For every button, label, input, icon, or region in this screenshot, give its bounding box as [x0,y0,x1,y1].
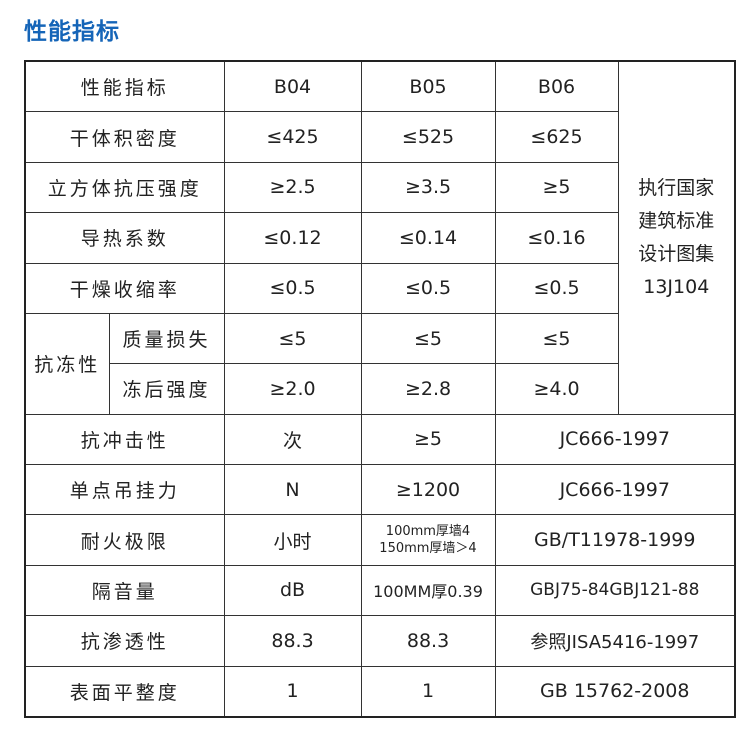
note-line: 设计图集 [638,242,715,265]
cell: 88.3 [223,615,362,667]
cell: 88.3 [360,615,496,667]
row: 干体积密度 ≤425 ≤525 ≤625 [24,111,735,163]
row: 隔音量 dB 100MM厚0.39 GBJ75-84GBJ121-88 [24,564,736,617]
cell: 抗冻性 [24,312,110,415]
cell: ≤0.5 [360,262,496,314]
cell: 干燥收缩率 [24,262,225,314]
cell: ≤425 [223,111,362,163]
cell: ≥1200 [360,463,496,516]
row: 冻后强度 ≥2.0 ≥2.8 ≥4.0 [25,363,735,415]
row: 抗渗透性 88.3 88.3 参照JISA5416-1997 [24,615,736,667]
row: 干燥收缩率 ≤0.5 ≤0.5 ≤0.5 [24,262,735,314]
cell: 立方体抗压强度 [24,161,225,214]
cell: ≤0.14 [360,212,496,264]
cell: B06 [494,60,619,113]
row: 导热系数 ≤0.12 ≤0.14 ≤0.16 [24,212,735,264]
note-line: 建筑标准 [638,209,715,232]
cell: 参照JISA5416-1997 [494,615,736,667]
cell: ≤0.12 [223,212,362,264]
cell: 耐火极限 [24,514,225,566]
cell: 导热系数 [24,212,225,264]
cell: 1 [223,665,362,718]
cell: JC666-1997 [494,413,736,466]
cell: 抗冲击性 [24,413,225,466]
cell: 质量损失 [108,312,225,365]
cell: GB/T11978-1999 [494,514,736,566]
note-line: 13J104 [643,275,710,298]
cell: 100MM厚0.39 [360,564,496,617]
cell: ≥2.0 [223,363,362,415]
row: 性能指标 B04 B05 B06 执行国家 建筑标准 设计图集 13J104 [24,60,736,415]
cell: JC666-1997 [494,463,736,516]
cell: N [223,463,362,516]
cell: ≥2.8 [360,363,496,415]
cell: ≤5 [360,312,496,365]
cell: ≤0.5 [223,262,362,314]
cell: 隔音量 [24,564,225,617]
spec-table: 性能指标 B04 B05 B06 执行国家 建筑标准 设计图集 13J104 干… [24,60,737,718]
cell: ≤625 [494,111,619,163]
cell: 冻后强度 [108,363,225,415]
cell: ≥2.5 [223,161,362,214]
cell: ≤0.16 [494,212,619,264]
cell: 抗渗透性 [24,615,225,667]
cell: 1 [360,665,496,718]
cell: dB [223,564,362,617]
cell: ≤5 [494,312,619,365]
cell: ≥5 [494,161,619,214]
cell: 次 [223,413,362,466]
cell-line: 100mm厚墙4 [385,524,471,540]
row: 单点吊挂力 N ≥1200 JC666-1997 [24,463,736,516]
cell: 干体积密度 [24,111,225,163]
row: 抗冲击性次 ≥5 JC666-1997 [24,413,736,466]
cell: GBJ75-84GBJ121-88 [494,564,736,617]
cell: ≥5 [360,413,496,466]
row: 抗冻性 质量损失 ≤5 ≤5 ≤5 [24,312,735,415]
cell: ≥4.0 [494,363,619,415]
row: 表面平整度 1 1 GB 15762-2008 [24,665,736,718]
cell: B05 [360,60,496,113]
cell: 单点吊挂力 [24,463,225,516]
note-line: 执行国家 [638,176,715,199]
cell: 表面平整度 [24,665,225,718]
note-cell: 执行国家 建筑标准 设计图集 13J104 [617,60,736,415]
cell: ≥3.5 [360,161,496,214]
row: 耐火极限 小时 100mm厚墙4 150mm厚墙＞4 GB/T11978-1999 [24,514,736,566]
title: 性能指标 [24,19,120,45]
cell: ≤0.5 [494,262,619,314]
cell: ≤5 [223,312,362,365]
cell: GB 15762-2008 [494,665,736,718]
cell: 小时 [223,514,362,566]
cell: ≤525 [360,111,496,163]
cell: 100mm厚墙4 150mm厚墙＞4 [360,514,496,566]
cell-line: 150mm厚墙＞4 [379,541,477,557]
row: 立方体抗压强度 ≥2.5 ≥3.5 ≥5 [24,161,735,214]
cell: B04 [223,60,362,113]
cell: 性能指标 [24,60,225,113]
